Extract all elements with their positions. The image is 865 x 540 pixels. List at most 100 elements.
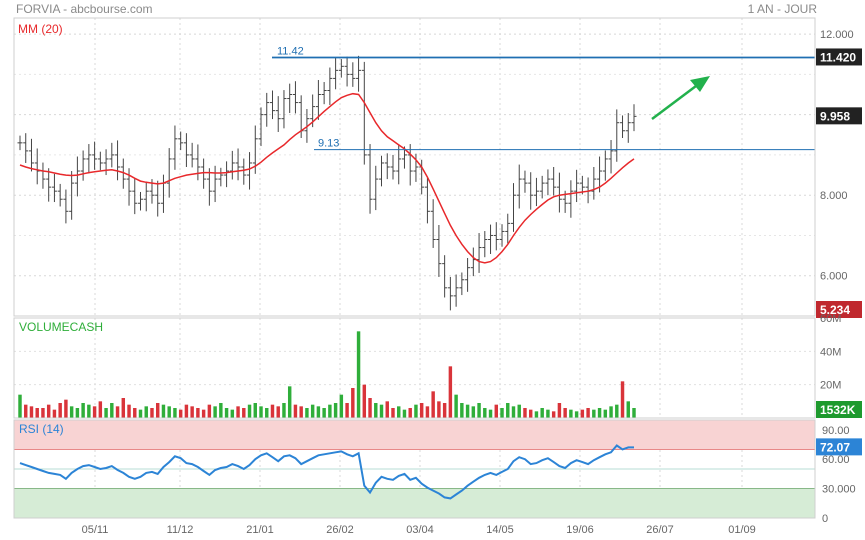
volume-bar <box>603 409 608 418</box>
volume-bar <box>310 404 315 418</box>
rsi-legend: RSI (14) <box>19 422 64 436</box>
volume-bar <box>362 384 367 418</box>
volume-bar <box>523 408 527 418</box>
volume-bar <box>247 404 252 418</box>
volume-bar <box>138 409 143 418</box>
ma-legend: MM (20) <box>18 22 63 36</box>
low-badge: 5.234 <box>820 303 850 317</box>
volume-bar <box>305 408 309 418</box>
volume-bar <box>98 401 103 418</box>
volume-bar <box>419 403 424 418</box>
volume-bar <box>402 409 407 418</box>
volume-bar <box>52 409 57 418</box>
volume-bar <box>351 388 355 418</box>
volume-badge: 1532K <box>820 403 856 417</box>
volume-bar <box>316 406 321 418</box>
resistance-badge-bg <box>816 48 862 66</box>
volume-bar <box>494 404 499 418</box>
x-tick-label: 26/07 <box>646 524 674 536</box>
volume-tick-label: 20M <box>820 380 841 392</box>
rsi-tick-label: 60.00 <box>822 454 850 466</box>
volume-bar <box>534 411 539 418</box>
volume-bar <box>115 406 120 418</box>
volume-bar <box>609 406 613 418</box>
volume-bar <box>282 403 286 418</box>
volume-bar <box>58 403 62 418</box>
volume-bar <box>87 404 91 418</box>
rsi-badge: 72.07 <box>820 440 850 454</box>
volume-bar <box>104 408 108 418</box>
axes <box>13 17 816 519</box>
volume-bar <box>391 408 395 418</box>
volume-bar <box>213 406 217 418</box>
rsi-oversold-zone <box>14 488 815 518</box>
volume-tick-label: 60M <box>820 313 841 325</box>
volume-badge-bg <box>816 401 862 418</box>
volume-bar <box>18 394 22 418</box>
volume-bar <box>528 409 533 418</box>
volume-bar <box>201 409 206 418</box>
panel-frame <box>13 17 816 317</box>
volume-bar <box>465 404 470 418</box>
volume-bar <box>121 398 126 418</box>
x-tick-label: 21/01 <box>246 524 274 536</box>
volume-bar <box>437 401 441 418</box>
volume-bar <box>368 398 372 418</box>
panel-frame <box>13 419 816 519</box>
volume-bar <box>632 408 636 418</box>
volume-bar <box>242 408 246 418</box>
volume-bar <box>408 408 412 418</box>
support-label: 9.13 <box>318 138 339 150</box>
volume-bar <box>150 408 154 418</box>
volume-bar <box>46 404 51 418</box>
volume-bar <box>569 409 573 418</box>
volume-bar <box>299 406 303 418</box>
rsi-tick-label: 90.00 <box>822 425 850 437</box>
rsi-badge-bg <box>816 438 862 456</box>
volume-bar <box>41 408 45 418</box>
volume-bar <box>460 403 464 418</box>
moving-average <box>19 92 635 264</box>
last-price-badge-bg <box>816 107 862 125</box>
volume-bar <box>224 408 229 418</box>
trend-arrow-head <box>690 76 710 92</box>
volume-tick-label: 40M <box>820 346 841 358</box>
volume-bar <box>127 404 131 418</box>
volume-bar <box>29 406 34 418</box>
volume-bar <box>506 403 510 418</box>
price-tick-label: 6.000 <box>820 271 848 283</box>
volume-bar <box>448 366 453 418</box>
volume-bar <box>620 381 625 418</box>
volume-bar <box>356 331 361 418</box>
volume-bar <box>167 406 171 418</box>
volume-bar <box>557 403 562 418</box>
price-series <box>17 55 637 311</box>
volume-bar <box>265 408 269 418</box>
x-tick-label: 26/02 <box>326 524 354 536</box>
volume-bar <box>144 406 148 418</box>
volume-bar <box>471 406 476 418</box>
last-price-badge: 9.958 <box>820 109 850 123</box>
volume-bar <box>155 403 160 418</box>
volume-bar <box>92 406 97 418</box>
volume-bar <box>477 403 481 418</box>
rsi-tick-label: 30.000 <box>822 484 856 496</box>
trend-arrow <box>651 82 701 120</box>
volume-bar <box>81 403 85 418</box>
volume-bar <box>626 401 630 418</box>
volume-bar <box>592 409 596 418</box>
volume-bar <box>190 406 194 418</box>
volume-bar <box>483 408 487 418</box>
volume-bar <box>253 403 257 418</box>
volume-bar <box>517 404 521 418</box>
volume-bar <box>385 401 389 418</box>
rsi-line <box>19 444 634 500</box>
period-label[interactable]: 1 AN - JOUR <box>747 2 817 16</box>
volume-bar <box>270 404 275 418</box>
volume-bar <box>374 403 378 418</box>
volume-bar <box>597 408 602 418</box>
low-badge-bg <box>816 301 862 318</box>
volume-bar <box>133 408 137 418</box>
volume-bar <box>540 408 544 418</box>
volume-bar <box>442 403 447 418</box>
